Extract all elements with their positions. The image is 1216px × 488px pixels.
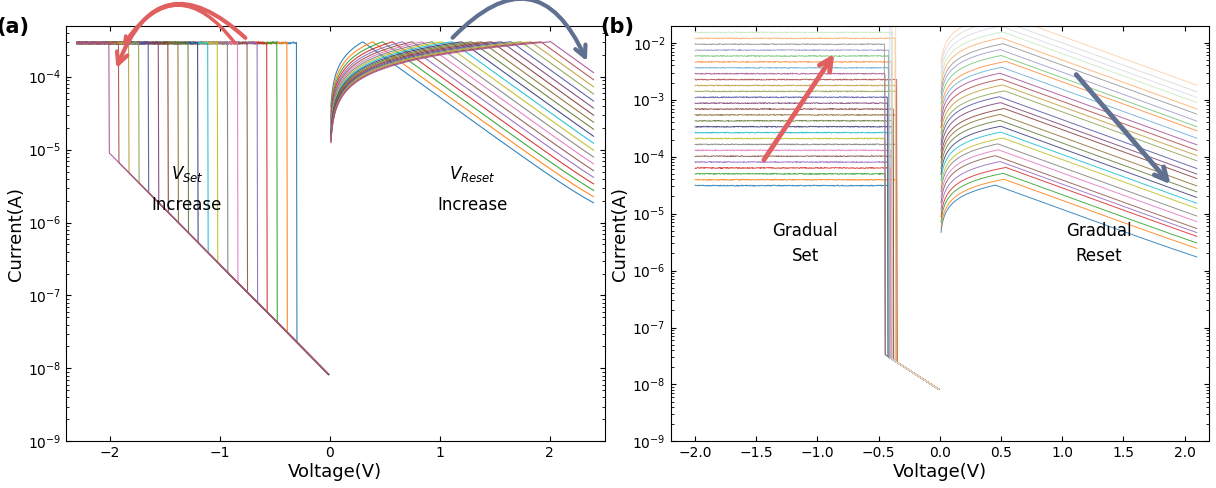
Text: Reset: Reset — [1076, 246, 1122, 264]
X-axis label: Voltage(V): Voltage(V) — [288, 463, 382, 481]
Text: Increase: Increase — [152, 196, 223, 214]
Text: Set: Set — [792, 246, 818, 264]
Text: $\mathit{V}_{Reset}$: $\mathit{V}_{Reset}$ — [449, 163, 496, 183]
Text: Gradual: Gradual — [1066, 222, 1132, 240]
X-axis label: Voltage(V): Voltage(V) — [893, 463, 987, 481]
Y-axis label: Current(A): Current(A) — [7, 186, 26, 281]
Text: (b): (b) — [601, 17, 635, 37]
Text: Increase: Increase — [438, 196, 508, 214]
Text: (a): (a) — [0, 17, 29, 37]
Text: Gradual: Gradual — [772, 222, 838, 240]
Y-axis label: Current(A): Current(A) — [612, 186, 630, 281]
Text: $\mathit{V}_{Set}$: $\mathit{V}_{Set}$ — [170, 163, 203, 183]
